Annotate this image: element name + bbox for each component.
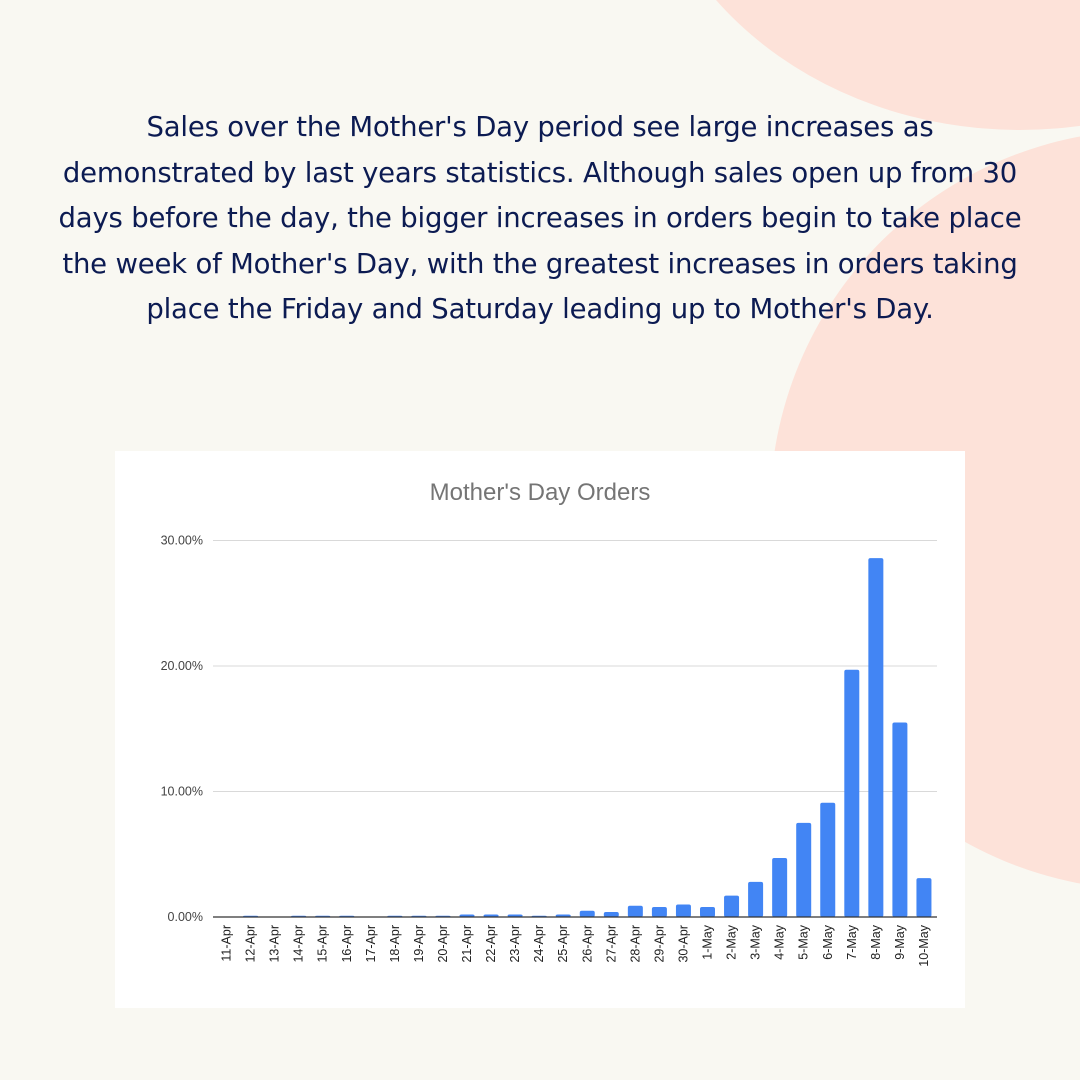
- bar-25-Apr[interactable]: [555, 914, 571, 917]
- chart-card: Mother's Day Orders 0.00% 10.00% 20.00% 30.…: [115, 451, 965, 1008]
- bar-22-Apr[interactable]: [483, 914, 499, 917]
- x-tick-label: 23-Apr: [508, 925, 522, 963]
- bar-27-Apr[interactable]: [603, 911, 619, 917]
- x-tick-label: 3-May: [749, 924, 763, 959]
- x-tick-label: 22-Apr: [484, 925, 498, 963]
- x-tick-label: 30-Apr: [676, 925, 690, 963]
- x-tick-label: 27-Apr: [604, 925, 618, 963]
- x-tick-label: 17-Apr: [364, 925, 378, 963]
- x-tick-label: 13-Apr: [268, 925, 282, 963]
- y-tick-label: 20.00%: [161, 659, 203, 673]
- x-tick-label: 5-May: [797, 924, 811, 959]
- x-tick-label: 10-May: [917, 924, 931, 966]
- x-tick-label: 12-Apr: [244, 925, 258, 963]
- x-tick-label: 24-Apr: [532, 925, 546, 963]
- x-tick-label: 20-Apr: [436, 925, 450, 963]
- x-tick-label: 11-Apr: [220, 925, 234, 962]
- x-tick-label: 25-Apr: [556, 925, 570, 963]
- bar-28-Apr[interactable]: [627, 905, 643, 917]
- x-tick-label: 7-May: [845, 924, 859, 959]
- x-tick-label: 15-Apr: [316, 925, 330, 963]
- bar-29-Apr[interactable]: [651, 906, 667, 917]
- y-tick-label: 30.00%: [161, 534, 203, 548]
- intro-paragraph: Sales over the Mother's Day period see l…: [58, 111, 1022, 325]
- bar-26-Apr[interactable]: [579, 910, 595, 917]
- x-tick-label: 18-Apr: [388, 925, 402, 963]
- bar-2-May[interactable]: [724, 895, 740, 917]
- x-tick-label: 6-May: [821, 924, 835, 959]
- x-tick-label: 26-Apr: [580, 925, 594, 963]
- bar-chart: 0.00% 10.00% 20.00% 30.00% 11-Apr 12-Apr 13-Ap…: [161, 534, 937, 967]
- chart-title: Mother's Day Orders: [429, 479, 651, 506]
- bar-8-May[interactable]: [868, 558, 884, 917]
- y-tick-label: 0.00%: [168, 910, 203, 924]
- bar-23-Apr[interactable]: [507, 914, 523, 917]
- x-tick-label: 1-May: [701, 924, 715, 959]
- bar-21-Apr[interactable]: [459, 914, 475, 917]
- bar-3-May[interactable]: [748, 881, 764, 917]
- bar-9-May[interactable]: [892, 722, 908, 917]
- x-tick-label: 28-Apr: [628, 925, 642, 963]
- y-tick-label: 10.00%: [161, 785, 203, 799]
- x-tick-label: 19-Apr: [412, 925, 426, 963]
- bar-4-May[interactable]: [772, 858, 788, 917]
- bar-5-May[interactable]: [796, 822, 812, 917]
- x-tick-label: 14-Apr: [292, 925, 306, 963]
- bar-30-Apr[interactable]: [675, 904, 691, 917]
- x-tick-label: 2-May: [725, 924, 739, 959]
- bar-7-May[interactable]: [844, 669, 860, 917]
- x-tick-label: 16-Apr: [340, 925, 354, 963]
- x-tick-label: 4-May: [773, 924, 787, 959]
- bar-10-May[interactable]: [916, 878, 932, 917]
- x-tick-label: 8-May: [869, 924, 883, 959]
- x-tick-label: 9-May: [893, 924, 907, 959]
- x-tick-label: 29-Apr: [652, 925, 666, 963]
- bar-6-May[interactable]: [820, 802, 836, 917]
- bar-1-May[interactable]: [700, 906, 715, 917]
- x-tick-label: 21-Apr: [460, 925, 474, 963]
